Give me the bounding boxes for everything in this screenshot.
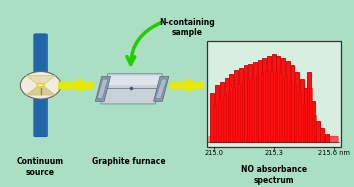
Bar bbox=[316, 121, 320, 142]
Bar bbox=[229, 74, 233, 142]
Bar bbox=[262, 58, 266, 142]
Bar bbox=[303, 103, 305, 142]
Bar bbox=[266, 71, 268, 142]
Bar bbox=[272, 54, 276, 142]
Bar bbox=[244, 65, 247, 142]
Bar bbox=[218, 99, 221, 142]
Bar bbox=[207, 41, 341, 148]
Bar bbox=[209, 136, 339, 143]
Bar bbox=[253, 62, 257, 142]
Text: NO absorbance
spectrum: NO absorbance spectrum bbox=[241, 165, 307, 185]
Polygon shape bbox=[155, 79, 167, 99]
Bar bbox=[304, 88, 308, 142]
Bar bbox=[248, 64, 252, 142]
Bar bbox=[225, 78, 229, 142]
Bar bbox=[246, 79, 249, 142]
Bar bbox=[267, 56, 271, 142]
FancyBboxPatch shape bbox=[34, 34, 46, 74]
FancyBboxPatch shape bbox=[34, 96, 47, 137]
Polygon shape bbox=[104, 76, 161, 85]
Bar bbox=[307, 91, 309, 142]
FancyBboxPatch shape bbox=[34, 34, 47, 74]
Bar bbox=[309, 88, 312, 142]
Bar bbox=[307, 72, 310, 142]
Bar bbox=[311, 101, 315, 142]
Bar bbox=[270, 70, 273, 142]
Bar bbox=[233, 87, 235, 142]
FancyBboxPatch shape bbox=[34, 96, 46, 137]
Polygon shape bbox=[101, 74, 162, 104]
Bar bbox=[298, 93, 301, 142]
Polygon shape bbox=[26, 76, 56, 84]
Bar bbox=[234, 70, 238, 142]
Text: 215.0: 215.0 bbox=[204, 150, 223, 156]
Bar bbox=[210, 93, 214, 142]
Bar bbox=[242, 81, 244, 142]
Text: 215.6 nm: 215.6 nm bbox=[318, 150, 350, 156]
Bar bbox=[320, 128, 324, 142]
Ellipse shape bbox=[39, 85, 42, 86]
Bar bbox=[276, 56, 280, 142]
Bar bbox=[291, 65, 295, 142]
Bar bbox=[295, 72, 299, 142]
Text: 215.3: 215.3 bbox=[264, 150, 283, 156]
Bar bbox=[275, 71, 277, 142]
Bar bbox=[261, 73, 263, 142]
Polygon shape bbox=[154, 76, 169, 101]
Bar bbox=[289, 81, 291, 142]
Bar bbox=[279, 73, 282, 142]
Bar bbox=[293, 85, 296, 142]
Text: Continuum
source: Continuum source bbox=[17, 157, 64, 177]
Bar bbox=[223, 95, 225, 142]
Bar bbox=[237, 84, 240, 142]
Bar bbox=[251, 77, 254, 142]
Bar bbox=[256, 75, 258, 142]
Text: Graphite furnace: Graphite furnace bbox=[92, 157, 166, 166]
Bar bbox=[220, 82, 224, 142]
Polygon shape bbox=[95, 76, 110, 101]
Bar bbox=[284, 76, 287, 142]
Bar bbox=[300, 79, 304, 142]
Polygon shape bbox=[97, 79, 108, 99]
Bar bbox=[228, 91, 230, 142]
Bar bbox=[325, 134, 329, 142]
Text: N-containing
sample: N-containing sample bbox=[159, 18, 215, 37]
Ellipse shape bbox=[37, 84, 45, 87]
Bar bbox=[281, 58, 285, 142]
Polygon shape bbox=[26, 87, 56, 95]
Bar bbox=[314, 115, 316, 142]
FancyBboxPatch shape bbox=[34, 34, 47, 74]
Bar bbox=[239, 68, 243, 142]
Bar bbox=[286, 61, 290, 142]
FancyBboxPatch shape bbox=[34, 96, 47, 137]
Bar bbox=[215, 85, 219, 142]
Ellipse shape bbox=[20, 71, 61, 99]
Bar bbox=[258, 60, 262, 142]
Bar bbox=[213, 105, 216, 142]
